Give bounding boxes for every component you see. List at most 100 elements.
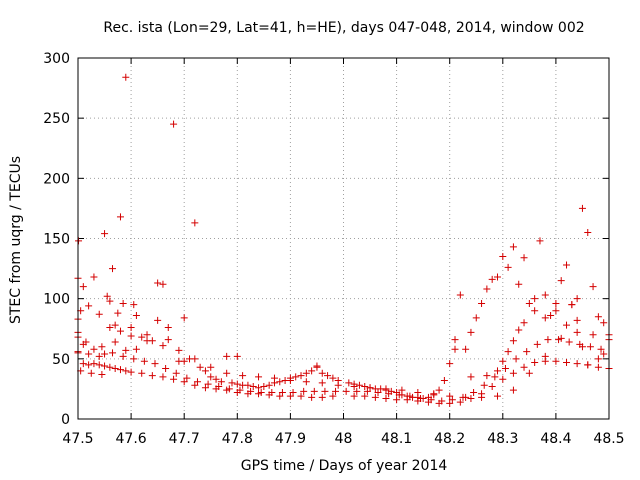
data-point	[504, 263, 512, 271]
data-point	[127, 368, 135, 376]
data-point	[470, 389, 478, 397]
data-point	[247, 387, 255, 395]
data-point	[101, 230, 109, 238]
x-tick-label: 48.1	[381, 431, 412, 447]
data-point	[531, 358, 539, 366]
data-point	[491, 373, 499, 381]
data-point	[249, 383, 257, 391]
x-tick-label: 48.4	[540, 431, 571, 447]
data-point	[143, 337, 151, 345]
data-point	[85, 302, 93, 310]
data-point	[201, 367, 209, 375]
data-point	[578, 204, 586, 212]
y-tick-label: 250	[43, 111, 70, 127]
data-point	[385, 390, 393, 398]
data-point	[568, 301, 576, 309]
data-point	[350, 392, 358, 400]
data-point	[525, 369, 533, 377]
data-point	[353, 387, 361, 395]
data-point	[318, 379, 326, 387]
data-point	[589, 283, 597, 291]
data-point	[201, 384, 209, 392]
data-point	[584, 361, 592, 369]
data-point	[151, 360, 159, 368]
data-point	[483, 372, 491, 380]
data-point	[114, 309, 122, 317]
data-point	[488, 275, 496, 283]
data-point	[127, 324, 135, 332]
data-point	[233, 380, 241, 388]
data-point	[573, 295, 581, 303]
data-point	[159, 373, 167, 381]
y-tick-label: 300	[43, 51, 70, 67]
data-point	[79, 283, 87, 291]
data-point	[520, 363, 528, 371]
data-point	[446, 399, 454, 407]
data-point	[446, 392, 454, 400]
data-point	[109, 349, 117, 357]
data-point	[154, 316, 162, 324]
data-point	[329, 374, 337, 382]
data-point	[589, 331, 597, 339]
data-point	[159, 280, 167, 288]
data-point	[106, 297, 114, 305]
data-point	[531, 295, 539, 303]
data-point	[472, 314, 480, 322]
data-point	[467, 373, 475, 381]
x-axis-label: GPS time / Days of year 2014	[241, 458, 448, 474]
data-point	[79, 340, 87, 348]
data-point	[536, 237, 544, 245]
x-tick-label: 47.7	[169, 431, 200, 447]
data-point	[531, 307, 539, 315]
x-tick-labels: 47.5 47.6 47.7 47.8 47.9 48 48.1 48.2 48.3 48.4 48…	[62, 431, 624, 447]
data-point	[116, 366, 124, 374]
data-point	[164, 324, 172, 332]
data-point	[85, 361, 93, 369]
data-point	[95, 352, 103, 360]
data-point	[382, 385, 390, 393]
data-point	[541, 291, 549, 299]
data-point	[215, 383, 223, 391]
data-point	[563, 261, 571, 269]
data-point	[225, 385, 233, 393]
data-point	[573, 316, 581, 324]
data-point	[116, 327, 124, 335]
data-point	[594, 355, 602, 363]
data-point	[451, 336, 459, 344]
data-point	[87, 369, 95, 377]
data-point	[268, 389, 276, 397]
data-point	[122, 73, 130, 81]
data-point	[523, 348, 531, 356]
data-point	[493, 367, 501, 375]
data-point	[318, 393, 326, 401]
data-point	[493, 392, 501, 400]
data-point	[223, 352, 231, 360]
data-point	[499, 375, 507, 383]
data-point	[563, 358, 571, 366]
data-point	[544, 336, 552, 344]
data-point	[488, 383, 496, 391]
data-point	[111, 364, 119, 372]
data-point	[180, 314, 188, 322]
data-point	[106, 363, 114, 371]
data-point	[321, 387, 329, 395]
data-point	[345, 379, 353, 387]
data-point	[103, 292, 111, 300]
data-point	[334, 381, 342, 389]
data-point	[164, 336, 172, 344]
data-point	[183, 374, 191, 382]
data-point	[480, 381, 488, 389]
data-point	[207, 373, 215, 381]
data-point	[310, 387, 318, 395]
data-point	[130, 355, 138, 363]
data-point	[170, 375, 178, 383]
data-point	[297, 392, 305, 400]
data-point	[193, 378, 201, 386]
data-point	[85, 350, 93, 358]
data-point	[594, 313, 602, 321]
y-tick-label: 50	[52, 352, 70, 368]
data-point	[557, 277, 565, 285]
data-point	[111, 338, 119, 346]
data-point	[600, 319, 608, 327]
data-point	[278, 389, 286, 397]
